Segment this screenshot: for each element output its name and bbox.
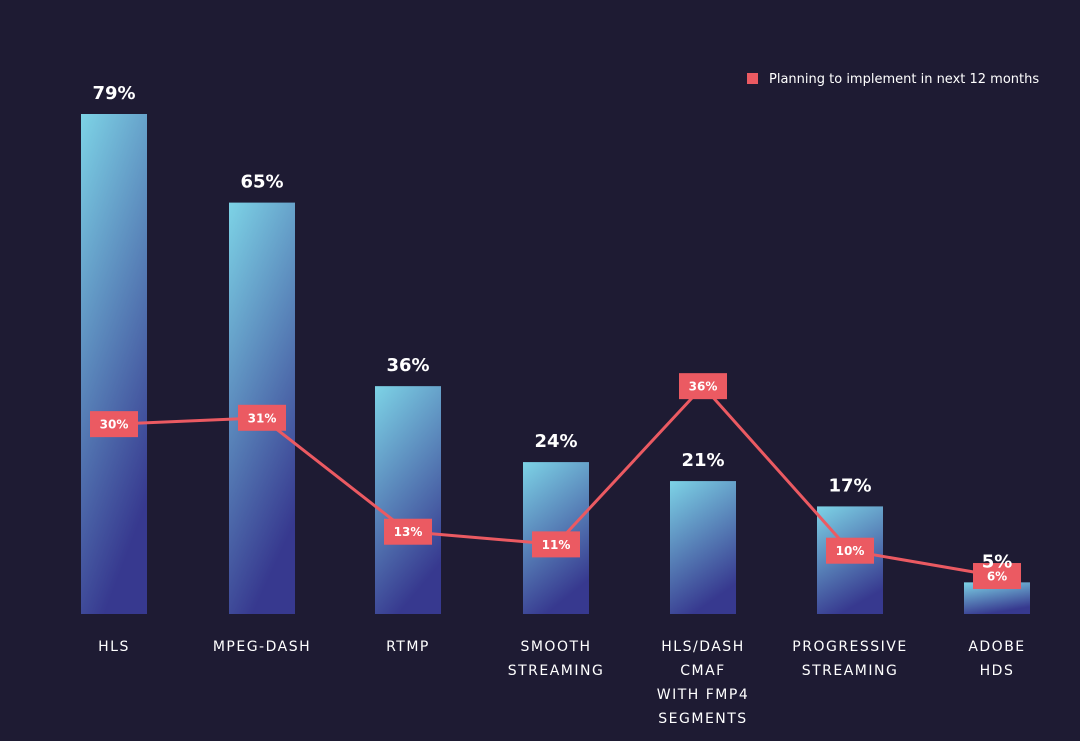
category-label: ADOBE (968, 639, 1025, 655)
category-label: SMOOTH (520, 639, 591, 655)
category-label: HLS/DASH (661, 639, 744, 655)
line-point-box (973, 563, 1021, 590)
line-point-label: 30% (100, 418, 129, 432)
bar-value-label: 65% (240, 172, 283, 193)
bar (670, 481, 736, 614)
category-label: STREAMING (508, 663, 605, 679)
line-point-marker: 30% (90, 411, 138, 438)
line-point-marker: 11% (532, 531, 580, 558)
line-point-label: 13% (394, 525, 423, 539)
category-label: HLS (98, 639, 130, 655)
category-label: PROGRESSIVE (792, 639, 907, 655)
line-point-marker: 10% (826, 537, 874, 564)
line-point-marker: 6% (973, 563, 1021, 590)
category-label: SEGMENTS (658, 711, 747, 727)
line-point-box (384, 518, 432, 545)
line-point-box (90, 411, 138, 438)
category-label: HDS (980, 663, 1015, 679)
line-point-box (679, 373, 727, 400)
bar-value-label: 21% (681, 450, 724, 471)
line-point-box (238, 404, 286, 431)
line-point-box (532, 531, 580, 558)
bar-value-label: 17% (828, 475, 871, 496)
line-point-label: 6% (987, 570, 1007, 584)
line-point-label: 10% (836, 544, 865, 558)
bar (375, 386, 441, 614)
legend: Planning to implement in next 12 months (747, 72, 1039, 87)
category-label: RTMP (386, 639, 430, 655)
category-label: MPEG-DASH (213, 639, 311, 655)
labels-layer: 79% HLS 65% MPEG-DASH 36% RTMP 24% SMOOTH STREAM… (92, 83, 1025, 727)
category-label: WITH FMP4 (657, 687, 749, 703)
bar (81, 114, 147, 614)
line-point-label: 31% (248, 411, 277, 425)
legend-swatch (747, 73, 758, 84)
line-point-label: 36% (689, 380, 718, 394)
legend-label: Planning to implement in next 12 months (769, 72, 1039, 87)
line-point-marker: 36% (679, 373, 727, 400)
bar-value-label: 24% (534, 431, 577, 452)
bar-value-label: 36% (386, 355, 429, 376)
line-point-box (826, 537, 874, 564)
line-layer: 30% 31% 13% 11% 36% 10% 6% (90, 373, 1021, 590)
category-label: STREAMING (802, 663, 899, 679)
line-point-marker: 31% (238, 404, 286, 431)
bar-value-label: 79% (92, 83, 135, 104)
line-point-marker: 13% (384, 518, 432, 545)
bar-value-label: 5% (982, 551, 1013, 572)
line-point-label: 11% (542, 538, 571, 552)
category-label: CMAF (680, 663, 725, 679)
